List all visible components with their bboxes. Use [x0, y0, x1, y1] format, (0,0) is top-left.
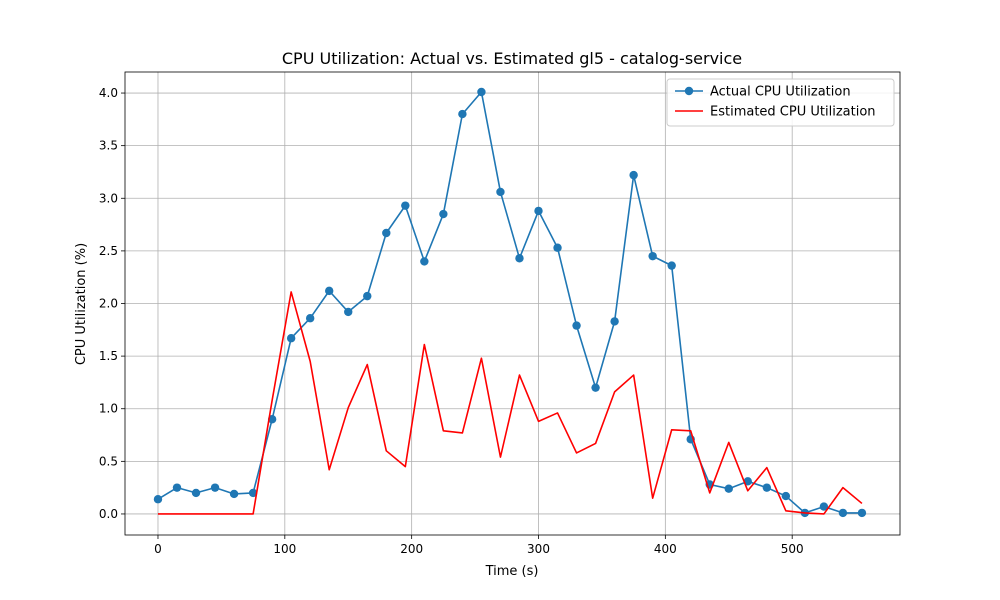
legend-label: Actual CPU Utilization [710, 85, 851, 100]
series-1-point [667, 261, 676, 270]
series-1-point [153, 495, 163, 504]
series-2-line [157, 291, 863, 515]
legend-item: Estimated CPU Utilization [675, 105, 876, 120]
series-1-point [363, 291, 372, 301]
series-1-point [496, 187, 505, 197]
y-tick-label: 0.0 [99, 507, 118, 521]
series-1-point [248, 488, 258, 498]
y-tick-label: 2.0 [99, 297, 118, 311]
series-1-point [229, 489, 239, 499]
series-1-point [420, 257, 429, 266]
series-1-point [439, 209, 448, 219]
x-axis-label: Time (s) [485, 564, 539, 579]
grid [125, 72, 900, 535]
series-1-point [210, 483, 220, 492]
series-1-point [534, 206, 543, 216]
series-1-point [325, 286, 334, 296]
plot-frame [124, 71, 901, 536]
series-1-point [724, 484, 733, 493]
series-1-point [781, 491, 791, 501]
y-tick-label: 2.5 [99, 244, 118, 258]
legend-box [666, 78, 895, 127]
series-1-point [172, 483, 182, 492]
legend-item: Actual CPU Utilization [675, 85, 851, 100]
y-tick-label: 4.0 [99, 86, 118, 100]
series-1-point [401, 201, 410, 210]
series-1-point [477, 87, 486, 97]
y-tick-label: 1.5 [99, 349, 118, 363]
series-1-point [838, 508, 848, 518]
series-1-point [819, 502, 829, 511]
series-2 [157, 291, 863, 515]
series-1-point [382, 228, 391, 238]
series-1-point [648, 251, 657, 261]
x-tick-label: 200 [400, 542, 423, 556]
legend-label: Estimated CPU Utilization [710, 105, 876, 120]
series-layer [153, 87, 867, 518]
series-1-point [572, 321, 581, 330]
series-1-point [191, 488, 201, 498]
legend-marker [684, 86, 694, 96]
series-1-point [515, 254, 524, 263]
series-1-point [591, 383, 600, 392]
x-tick-label: 500 [781, 542, 804, 556]
y-tick-label: 3.0 [99, 191, 118, 205]
series-1-point [553, 243, 562, 252]
y-tick-label: 3.5 [99, 139, 118, 153]
axes: 0 100 200 300 400 500 0.0 0.5 1.0 1.5 2.0 2.5 3.0 3.5… [99, 71, 901, 556]
series-1-point [458, 109, 467, 119]
y-tick-label: 1.0 [99, 402, 118, 416]
series-1-point [286, 334, 296, 343]
series-1-point [610, 317, 619, 326]
series-1 [153, 87, 867, 518]
x-tick-label: 100 [273, 542, 296, 556]
x-tick-label: 400 [654, 542, 677, 556]
series-1-point [762, 483, 772, 492]
x-tick-label: 0 [154, 542, 162, 556]
y-tick-label: 0.5 [99, 454, 118, 468]
series-1-point [305, 314, 315, 323]
x-tick-label: 300 [527, 542, 550, 556]
series-1-point [629, 170, 638, 180]
chart-title: CPU Utilization: Actual vs. Estimated gl… [282, 49, 742, 68]
y-axis-label: CPU Utilization (%) [74, 243, 89, 365]
series-1-point [857, 508, 867, 518]
series-1-point [344, 307, 353, 317]
legend: Actual CPU Utilization Estimated CPU Util… [666, 78, 895, 127]
